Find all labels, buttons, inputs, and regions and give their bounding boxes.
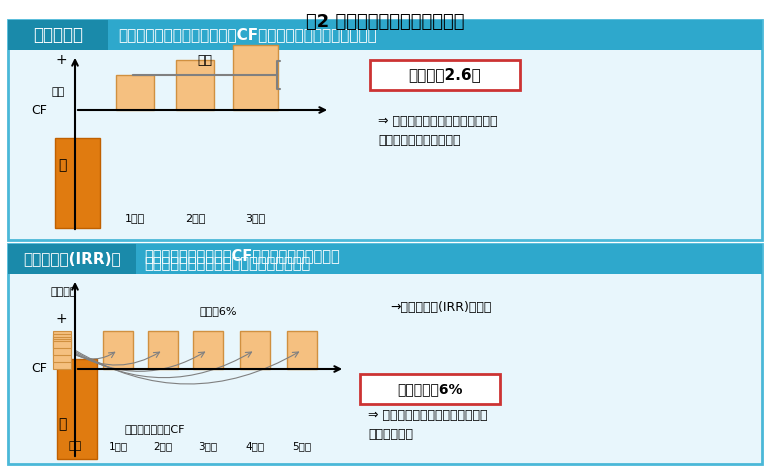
Text: 投資額を、省エネによる正味CFで何年で回収できるかを評価: 投資額を、省エネによる正味CFで何年で回収できるかを評価 [118, 27, 377, 42]
Text: 回収期間2.6年: 回収期間2.6年 [409, 67, 481, 83]
Bar [53, 339, 71, 348]
Bar [233, 45, 277, 110]
Bar [53, 337, 71, 355]
Text: 現在価値: 現在価値 [51, 287, 77, 297]
Bar [8, 244, 762, 274]
Text: 1年目: 1年目 [125, 213, 145, 223]
Bar [103, 331, 133, 369]
Text: ⇒ 要求利回りよりも小さければ、
　投資を実行: ⇒ 要求利回りよりも小さければ、 投資を実行 [368, 409, 487, 441]
Text: +: + [55, 312, 67, 326]
Bar [8, 244, 762, 464]
Text: 3年目: 3年目 [199, 441, 218, 451]
Text: 4年目: 4年目 [246, 441, 265, 451]
Text: CF: CF [31, 103, 47, 117]
Bar [57, 359, 97, 459]
Text: ⇒ 投資判断の基準回収期間よりも
　短ければ、投資を実行: ⇒ 投資判断の基準回収期間よりも 短ければ、投資を実行 [378, 115, 497, 147]
Text: 投資: 投資 [69, 441, 82, 451]
Bar [8, 244, 136, 274]
Text: －: － [59, 417, 67, 431]
Text: 毎年の回収による正味CFを現在価値に換算した: 毎年の回収による正味CFを現在価値に換算した [144, 248, 340, 263]
Bar [176, 60, 214, 110]
Bar [360, 374, 500, 404]
Bar [240, 331, 270, 369]
Text: 1年目: 1年目 [109, 441, 128, 451]
Text: 回収期間法: 回収期間法 [33, 26, 83, 44]
Bar [53, 331, 71, 369]
Text: 投資: 投資 [52, 87, 65, 97]
Bar [8, 20, 762, 240]
Text: 3年目: 3年目 [245, 213, 265, 223]
Text: 回収による正味CF: 回収による正味CF [125, 424, 186, 434]
Bar [193, 331, 223, 369]
Text: 2年目: 2年目 [185, 213, 205, 223]
Text: 2年目: 2年目 [153, 441, 172, 451]
Text: →内部収益率(IRR)と呼ぶ: →内部収益率(IRR)と呼ぶ [390, 301, 491, 314]
Text: 内部収益率6%: 内部収益率6% [397, 382, 463, 396]
Bar [8, 20, 762, 50]
Text: +: + [55, 53, 67, 67]
Bar [8, 20, 108, 50]
Text: 回収: 回収 [197, 54, 213, 67]
Text: 図2 省エネ投資の経済性評価法: 図2 省エネ投資の経済性評価法 [306, 13, 464, 31]
Bar [287, 331, 317, 369]
Bar [116, 75, 154, 110]
Bar [148, 331, 178, 369]
Text: 割引率6%: 割引率6% [200, 306, 237, 316]
Bar [370, 60, 520, 90]
Text: －: － [59, 158, 67, 172]
Text: 5年目: 5年目 [293, 441, 312, 451]
Text: 合計額が、投資額と一致する割引率を評価: 合計額が、投資額と一致する割引率を評価 [144, 256, 310, 271]
Text: CF: CF [31, 362, 47, 376]
Bar [53, 334, 71, 362]
Bar [55, 138, 99, 228]
Text: 内部収益率(IRR)法: 内部収益率(IRR)法 [23, 252, 121, 267]
